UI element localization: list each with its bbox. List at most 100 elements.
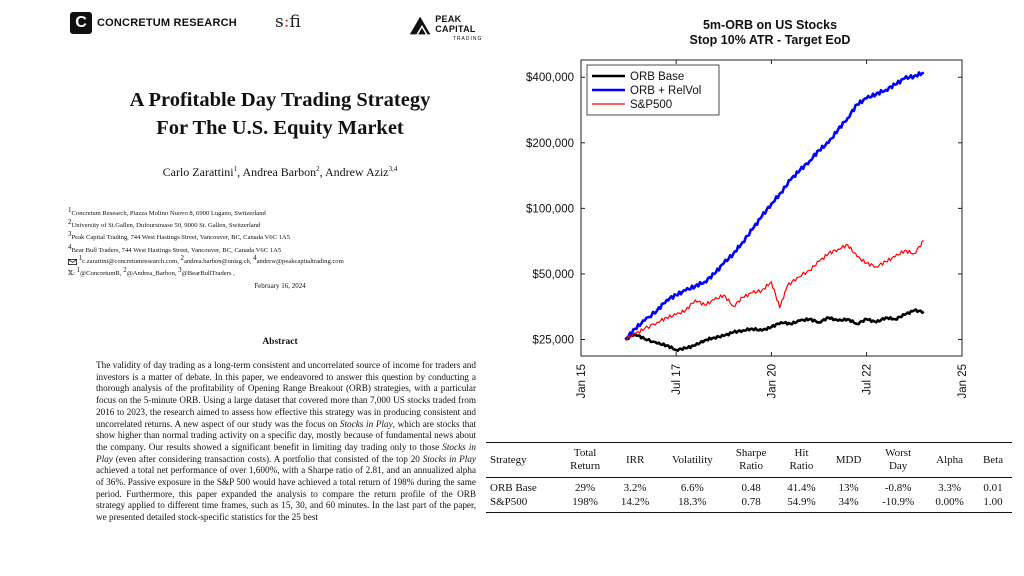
- table-cell: 6.6%: [680, 482, 704, 494]
- table-header-line-2: Day: [888, 460, 908, 472]
- table-header-line-2: Ratio: [789, 460, 814, 472]
- legend-label: ORB + RelVol: [630, 85, 701, 97]
- table-header-cell: Sharpe Ratio: [725, 443, 777, 478]
- x-tick-label: Jan 15: [576, 364, 588, 399]
- table-cell: 54.9%: [787, 496, 816, 508]
- email-mark: 4: [253, 254, 257, 262]
- x-tick-label: Jan 25: [957, 364, 969, 399]
- logo-bar: C CONCRETUM RESEARCH s:fi PEAK CAPITAL T…: [70, 12, 500, 42]
- table-cell: 29%: [575, 482, 596, 494]
- table-header-line-1: Volatility: [672, 453, 713, 466]
- peak-capital-logo: PEAK CAPITAL TRADING: [408, 14, 500, 44]
- social-handle: @BearBullTraders ,: [181, 270, 235, 278]
- table-row: S&P500 198% 14.2% 18.3% 0.78 54.9% 34% -10.9% 0.…: [486, 495, 1012, 513]
- abstract-segment: achieved a total net performance of over…: [96, 465, 476, 523]
- affiliation-item: 1Concretum Research, Piazza Molino Nuovo…: [68, 206, 290, 218]
- table-header-line-2: Ratio: [739, 460, 763, 472]
- equity-curve-chart: 5m-ORB on US Stocks Stop 10% ATR - Targe…: [500, 10, 980, 430]
- affiliation-mark: 1: [68, 206, 72, 214]
- series-line: [624, 71, 925, 341]
- table-row: ORB Base 29% 3.2% 6.6% 0.48 41.4% 13% -0.8% 3.3%…: [486, 478, 1012, 496]
- table-header-line-1: Sharpe: [735, 447, 767, 459]
- table-header-cell: Total Return: [560, 443, 611, 478]
- peak-logo-text: PEAK CAPITAL: [435, 14, 476, 34]
- handle-mark: 3: [178, 266, 182, 275]
- legend-label: S&P500: [630, 99, 672, 111]
- table-body: ORB Base 29% 3.2% 6.6% 0.48 41.4% 13% -0.8% 3.3%…: [486, 478, 1012, 513]
- affiliation-text: Bear Bull Traders, 744 West Hastings Str…: [71, 246, 282, 254]
- author-name: Andrew Aziz: [324, 165, 389, 179]
- table-header-cell: Volatility: [660, 443, 726, 478]
- table-header-cell: Hit Ratio: [777, 443, 826, 478]
- mountain-icon: [409, 16, 431, 35]
- paper-title-line-2: For The U.S. Equity Market: [156, 117, 404, 139]
- x-tick-label: Jul 17: [671, 364, 683, 395]
- paper-title-line-1: A Profitable Day Trading Strategy: [129, 89, 431, 111]
- table-header-line-1: Hit: [794, 447, 809, 459]
- table-header-line-1: Strategy: [490, 453, 527, 466]
- author-affil-mark: 3,4: [388, 165, 398, 173]
- abstract-text: The validity of day trading as a long-te…: [96, 360, 476, 524]
- author-name: Carlo Zarattini: [162, 165, 234, 179]
- abstract-heading: Abstract: [262, 337, 298, 347]
- abstract-segment: , which are stocks that show higher than…: [96, 418, 476, 452]
- table-cell: S&P500: [490, 496, 528, 508]
- x-tick-label: Jan 20: [766, 364, 778, 399]
- chart-subtitle: Stop 10% ATR - Target EoD: [689, 33, 851, 47]
- envelope-icon: [68, 258, 77, 265]
- concretum-logo-text: CONCRETUM RESEARCH: [97, 17, 237, 29]
- table-cell: 198%: [572, 496, 598, 508]
- table-cell: 0.78: [741, 496, 761, 508]
- table-cell: 41.4%: [787, 482, 816, 494]
- y-tick-label: $100,000: [526, 203, 574, 215]
- table-header-line-2: Return: [570, 460, 601, 472]
- abstract-segment: The validity of day trading as a long-te…: [96, 360, 476, 429]
- table-cell: 34%: [838, 496, 859, 508]
- series-line: [625, 240, 924, 341]
- contact-block: 1c.zarattini@concretumresearch.com, 2and…: [68, 254, 344, 278]
- abstract-emphasis: Stocks in Play: [422, 453, 476, 464]
- email-line: 1c.zarattini@concretumresearch.com, 2and…: [68, 254, 344, 266]
- table-header-line-1: Alpha: [936, 453, 964, 466]
- sfi-logo-right: fi: [289, 12, 301, 32]
- affiliation-mark: 2: [68, 218, 72, 227]
- abstract-emphasis: Stocks in Play: [96, 441, 476, 464]
- email-address: andrea.barbon@unisg.ch,: [184, 258, 254, 266]
- email-list: 1c.zarattini@concretumresearch.com, 2and…: [79, 254, 344, 266]
- paper-first-page: C CONCRETUM RESEARCH s:fi PEAK CAPITAL T…: [60, 0, 500, 576]
- sfi-logo-left: s: [275, 12, 284, 32]
- author-name: Andrea Barbon: [242, 165, 317, 179]
- table-header-cell: Worst Day: [871, 443, 925, 478]
- table-header-cell: MDD: [826, 443, 871, 478]
- table-cell: 14.2%: [620, 496, 650, 508]
- concretum-mark-icon: C: [70, 12, 92, 34]
- affiliation-text: Concretum Research, Piazza Molino Nuovo …: [71, 210, 266, 218]
- affiliation-item: 3Peak Capital Trading, 744 West Hastings…: [68, 230, 290, 242]
- affiliation-text: University of St.Gallen, Dufourstrasse 5…: [71, 222, 261, 230]
- series-line: [624, 308, 925, 353]
- author-affil-mark: 2: [316, 165, 320, 173]
- chart-title: 5m-ORB on US Stocks: [702, 18, 838, 32]
- affiliation-text: Peak Capital Trading, 744 West Hastings …: [71, 234, 290, 242]
- legend-label: ORB Base: [630, 71, 684, 83]
- y-tick-label: $50,000: [532, 269, 574, 281]
- x-tick-label: Jul 22: [862, 364, 874, 395]
- table-header-cell: Alpha: [925, 443, 974, 478]
- table-cell: -0.8%: [884, 482, 912, 494]
- table-header-line-1: Worst: [885, 447, 912, 459]
- table-cell: 13%: [838, 482, 859, 494]
- email-address: andrew@peakcapitaltrading.com: [256, 258, 344, 266]
- table-cell: 3.3%: [938, 482, 962, 494]
- affiliation-mark: 4: [68, 242, 72, 251]
- paper-title: A Profitable Day Trading Strategy For Th…: [60, 86, 500, 142]
- table-header-line-1: IRR: [625, 453, 645, 466]
- x-logo-icon: 𝕏:: [68, 270, 75, 278]
- affiliation-mark: 3: [68, 230, 72, 239]
- social-line: 𝕏: 1@ConcretumR, 2@Andrea_Barbon, 3@Bear…: [68, 266, 344, 278]
- table-cell: ORB Base: [490, 482, 537, 494]
- chart-svg: $25,000 $50,000 $100,000 $200,000 $400,000 Ja…: [526, 59, 969, 399]
- affiliation-item: 2University of St.Gallen, Dufourstrasse …: [68, 218, 290, 230]
- handle-list: 1@ConcretumR, 2@Andrea_Barbon, 3@BearBul…: [77, 266, 235, 278]
- table-cell: 0.00%: [935, 496, 964, 508]
